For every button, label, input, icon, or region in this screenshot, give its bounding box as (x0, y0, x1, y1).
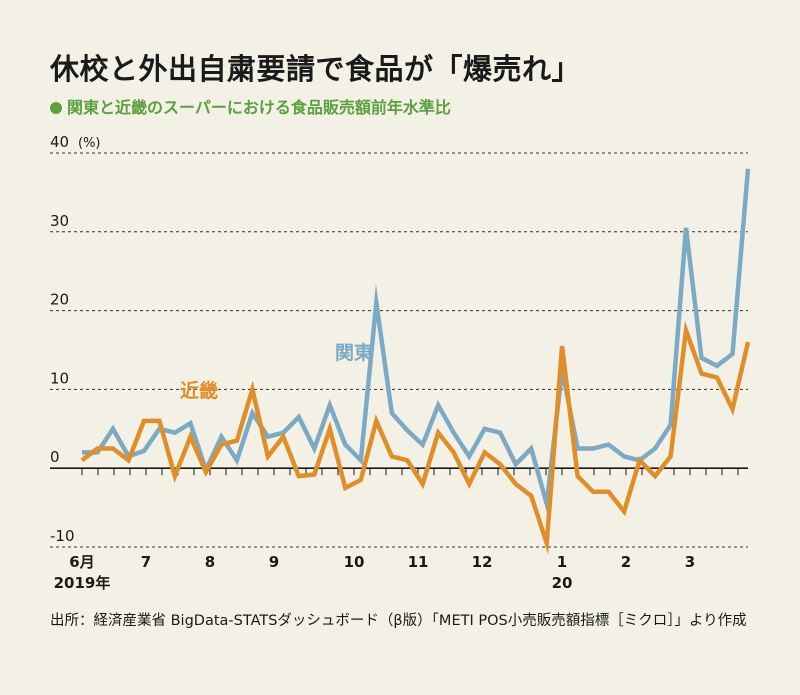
x-tick-label: 6月 (69, 553, 94, 571)
y-tick-label: 40 (50, 133, 69, 151)
y-tick-label: 0 (50, 448, 60, 466)
x-tick-label: 9 (269, 553, 279, 571)
x-sub-label: 20 (552, 574, 573, 592)
series-label-kanto: 関東 (335, 341, 373, 364)
y-tick-label: -10 (50, 527, 75, 545)
chart-title: 休校と外出自粛要請で食品が「爆売れ」 (50, 52, 582, 86)
x-tick-label: 7 (141, 553, 151, 571)
y-tick-label: 10 (50, 369, 69, 387)
x-tick-label: 11 (408, 553, 429, 571)
y-unit-label: (%) (78, 136, 101, 151)
y-tick-label: 20 (50, 291, 69, 309)
subtitle-row: 関東と近畿のスーパーにおける食品販売額前年水準比 (50, 94, 451, 118)
x-tick-label: 3 (685, 553, 695, 571)
bullet-dot-icon (50, 102, 62, 114)
x-tick-label: 1 (557, 553, 567, 571)
x-tick-label: 10 (344, 553, 365, 571)
x-sub-label: 2019年 (54, 574, 111, 592)
series-label-kinki: 近畿 (180, 379, 218, 402)
y-tick-label: 30 (50, 212, 69, 230)
x-tick-label: 2 (621, 553, 631, 571)
source-note: 出所：経済産業省 BigData-STATSダッシュボード（β版）「METI P… (50, 613, 747, 629)
x-tick-label: 12 (472, 553, 493, 571)
x-tick-label: 8 (205, 553, 215, 571)
chart-subtitle: 関東と近畿のスーパーにおける食品販売額前年水準比 (67, 98, 451, 117)
series-line-kinki (80, 320, 751, 555)
series-line-kanto (82, 168, 751, 516)
